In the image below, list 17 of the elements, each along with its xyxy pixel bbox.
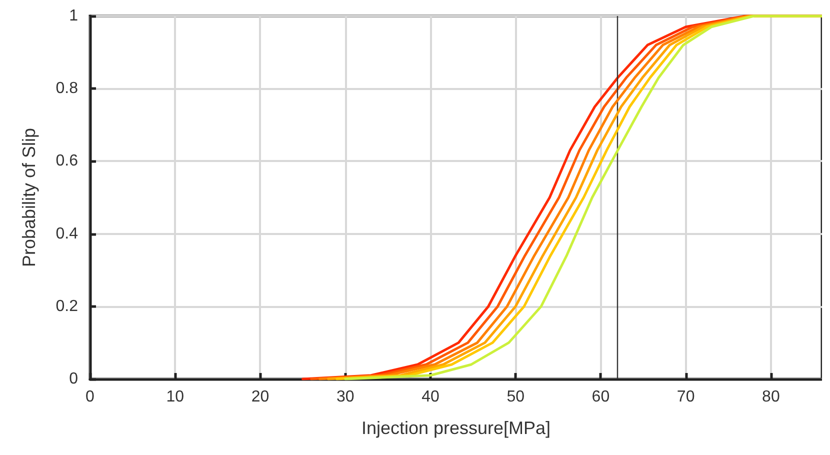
y-tick-label: 0 bbox=[69, 370, 78, 388]
y-tick-label: 0.2 bbox=[56, 298, 78, 315]
y-tick-label: 0.4 bbox=[56, 225, 78, 242]
x-tick-label: 0 bbox=[86, 388, 95, 406]
x-tick-label: 30 bbox=[336, 388, 354, 406]
y-tick-label: 1 bbox=[69, 8, 78, 24]
y-axis-title: Probability of Slip bbox=[19, 128, 39, 268]
x-tick-label: 40 bbox=[422, 388, 440, 406]
x-tick-label: 60 bbox=[592, 388, 610, 406]
x-tick-label: 70 bbox=[676, 388, 695, 406]
x-tick-label: 10 bbox=[166, 388, 184, 406]
x-tick-label: 50 bbox=[506, 388, 525, 406]
x-tick-label: 20 bbox=[251, 388, 270, 406]
y-tick-label: 0.8 bbox=[56, 80, 78, 98]
x-tick-label: 80 bbox=[762, 388, 780, 406]
y-tick-label: 0.6 bbox=[56, 152, 78, 170]
x-axis-title: Injection pressure[MPa] bbox=[361, 418, 551, 438]
